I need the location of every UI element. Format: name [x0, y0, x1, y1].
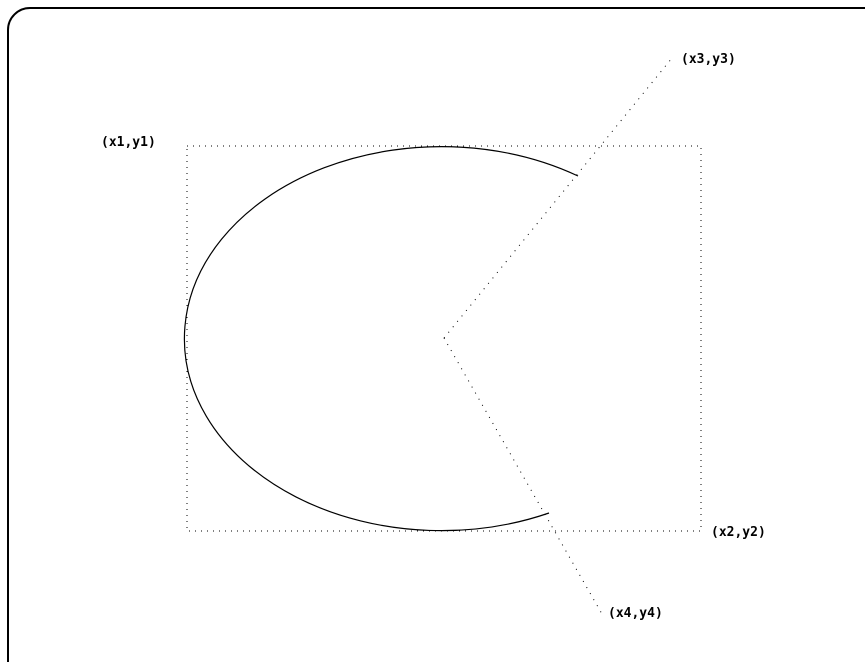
frame-border [7, 7, 865, 662]
label-x1-y1: (x1,y1) [101, 135, 156, 150]
label-x4-y4: (x4,y4) [608, 606, 663, 621]
end-angle-ray [443, 337, 603, 615]
start-angle-ray [443, 57, 673, 339]
label-x3-y3: (x3,y3) [681, 52, 736, 67]
label-x2-y2: (x2,y2) [711, 525, 766, 540]
elliptical-arc [183, 146, 579, 532]
